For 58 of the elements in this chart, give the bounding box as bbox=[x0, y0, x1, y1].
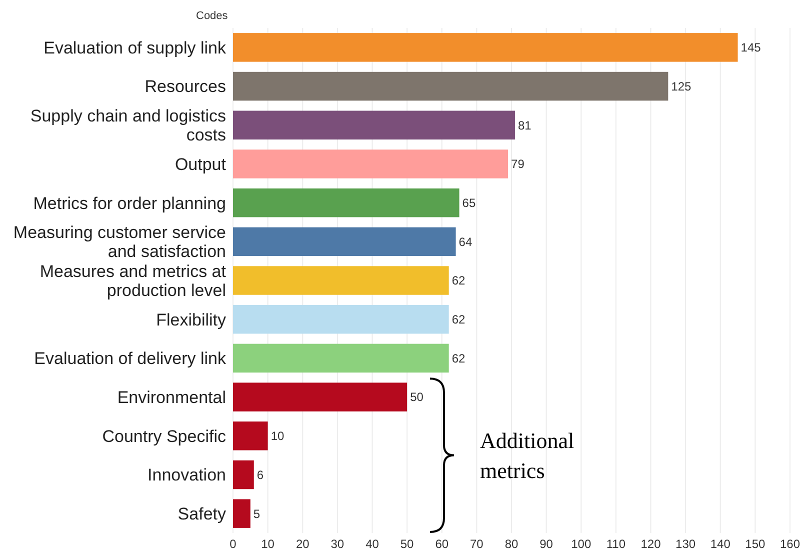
bar bbox=[233, 266, 449, 295]
x-tick-label: 10 bbox=[261, 537, 275, 551]
y-tick-label: Environmental bbox=[117, 388, 226, 407]
data-label: 50 bbox=[410, 390, 424, 404]
y-axis-title: Codes bbox=[196, 10, 228, 22]
bar bbox=[233, 499, 250, 528]
data-label: 62 bbox=[452, 351, 466, 366]
x-tick-label: 160 bbox=[780, 537, 800, 551]
x-tick-label: 120 bbox=[640, 537, 662, 551]
y-tick-label: Evaluation of delivery link bbox=[34, 349, 226, 368]
x-tick-label: 140 bbox=[710, 537, 731, 551]
bar bbox=[233, 344, 449, 373]
bar bbox=[233, 188, 460, 218]
data-label: 5 bbox=[253, 506, 260, 521]
bar bbox=[233, 33, 738, 62]
y-tick-label: Innovation bbox=[148, 466, 226, 485]
x-tick-label: 90 bbox=[540, 537, 554, 551]
x-tick-label: 40 bbox=[366, 537, 380, 551]
x-tick-label: 50 bbox=[400, 537, 414, 551]
data-label: 65 bbox=[462, 196, 476, 210]
data-label: 81 bbox=[518, 118, 532, 132]
bar bbox=[233, 227, 456, 256]
y-tick-label: Country Specific bbox=[102, 426, 226, 446]
y-tick-label: Supply chain and logistics costs bbox=[30, 106, 226, 145]
data-label: 64 bbox=[458, 234, 472, 249]
x-tick-label: 30 bbox=[330, 537, 344, 551]
data-label: 125 bbox=[671, 79, 692, 94]
data-label: 62 bbox=[452, 312, 466, 327]
data-label: 6 bbox=[256, 468, 264, 482]
x-tick-label: 80 bbox=[504, 537, 518, 551]
data-label: 10 bbox=[270, 429, 284, 444]
y-tick-label: Resources bbox=[144, 77, 226, 96]
data-label: 79 bbox=[511, 157, 525, 172]
x-tick-label: 20 bbox=[296, 537, 310, 551]
y-tick-label: Output bbox=[174, 154, 226, 174]
bar bbox=[233, 382, 408, 412]
x-tick-label: 150 bbox=[745, 537, 766, 551]
y-tick-label: Flexibility bbox=[156, 310, 226, 330]
x-tick-label: 70 bbox=[470, 537, 484, 551]
y-tick-label: Metrics for order planning bbox=[33, 194, 226, 213]
y-tick-label: Measuring customer service and satisfaction bbox=[13, 223, 226, 262]
bar bbox=[233, 72, 668, 101]
annotation: Additional metrics bbox=[480, 428, 574, 484]
x-tick-label: 130 bbox=[676, 537, 696, 551]
bar bbox=[233, 150, 508, 178]
bar bbox=[233, 304, 449, 334]
x-tick-label: 100 bbox=[571, 537, 592, 551]
bar bbox=[233, 110, 515, 140]
x-tick-label: 60 bbox=[435, 537, 449, 551]
y-tick-label: Safety bbox=[178, 504, 226, 524]
x-tick-label: 110 bbox=[606, 537, 626, 551]
bar bbox=[233, 460, 254, 490]
bar bbox=[233, 422, 268, 450]
y-tick-label: Measures and metrics at production level bbox=[40, 262, 226, 300]
y-tick-label: Evaluation of supply link bbox=[44, 38, 226, 58]
data-label: 62 bbox=[452, 274, 466, 288]
data-label: 145 bbox=[740, 40, 762, 55]
x-tick-label: 0 bbox=[230, 537, 237, 551]
